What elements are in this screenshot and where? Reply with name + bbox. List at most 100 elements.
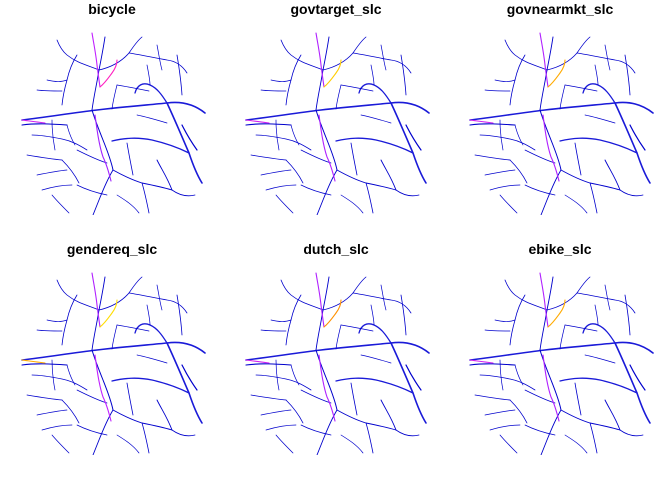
road-segment <box>380 284 387 311</box>
panel-title: dutch_slc <box>303 241 369 257</box>
road-segment <box>559 324 566 350</box>
route-west-arm <box>245 359 270 364</box>
road-segment <box>499 194 518 214</box>
road-segment <box>141 182 150 214</box>
road-segment <box>624 294 631 336</box>
panel-title: gendereq_slc <box>66 241 158 257</box>
route-north-loop <box>323 299 342 328</box>
road-segment <box>340 434 364 454</box>
road-segment <box>469 123 516 126</box>
road-segment <box>400 54 407 96</box>
road-segment <box>36 409 68 416</box>
road-segment <box>576 52 636 74</box>
road-segment <box>126 382 134 416</box>
road-segment <box>624 54 631 96</box>
road-segment <box>360 114 392 124</box>
road-segment <box>484 89 511 92</box>
road-segment <box>91 349 114 411</box>
road-segment <box>524 424 556 436</box>
road-segment <box>300 389 332 404</box>
route-network-map <box>17 25 207 215</box>
road-segment <box>350 382 358 416</box>
road-segment <box>336 409 397 431</box>
road-segment <box>316 169 338 215</box>
road-segment <box>128 52 188 74</box>
road-segment <box>36 329 63 332</box>
road-segment <box>395 189 420 197</box>
road-segment <box>335 137 414 154</box>
road-segment <box>509 399 528 424</box>
road-segment <box>582 83 616 104</box>
road-segment <box>285 399 304 424</box>
road-segment <box>76 424 108 436</box>
route-network-map <box>17 265 207 455</box>
road-segment <box>335 377 414 394</box>
road-segment <box>390 102 427 184</box>
road-segment <box>614 102 651 184</box>
road-segment <box>564 84 598 92</box>
route-south-spine <box>318 354 336 422</box>
road-segment <box>136 114 168 124</box>
road-segment <box>514 124 524 146</box>
route-west-arm <box>469 119 494 124</box>
road-segment <box>322 276 367 311</box>
route-south-spine <box>318 114 336 182</box>
road-segment <box>134 83 168 104</box>
panel-title: govnearmkt_slc <box>506 1 614 17</box>
route-north-spur <box>539 32 549 88</box>
road-segment <box>91 109 114 171</box>
map-panel-dutch: dutch_slc <box>224 240 448 480</box>
road-segment <box>92 169 114 215</box>
road-segment <box>260 409 292 416</box>
road-segment <box>336 169 397 191</box>
road-segment <box>111 377 190 394</box>
road-segment <box>370 304 375 326</box>
road-segment <box>156 159 173 191</box>
road-segment <box>576 292 636 314</box>
road-segment <box>61 399 80 424</box>
road-segment <box>584 354 616 364</box>
road-segment <box>146 64 151 86</box>
road-segment <box>111 324 118 350</box>
road-segment <box>112 169 173 191</box>
road-segment <box>484 409 516 416</box>
route-west-arm <box>245 119 270 124</box>
road-segment <box>156 399 173 431</box>
road-segment <box>46 319 68 322</box>
road-segment <box>499 359 504 391</box>
road-segment <box>156 44 163 71</box>
road-segment <box>171 429 196 437</box>
road-segment <box>300 184 332 196</box>
road-segment <box>509 54 526 106</box>
road-segment <box>285 159 304 184</box>
road-segment <box>380 159 397 191</box>
road-segment <box>245 341 430 361</box>
route-north-loop <box>323 59 342 88</box>
road-segment <box>524 389 556 404</box>
road-segment <box>275 434 294 454</box>
road-segment <box>265 184 297 191</box>
route-network-map <box>241 265 431 455</box>
map-panel-govnearmkt: govnearmkt_slc <box>448 0 672 240</box>
road-segment <box>315 109 338 171</box>
road-segment <box>614 342 651 424</box>
road-segment <box>61 54 78 106</box>
road-segment <box>358 323 392 344</box>
road-segment <box>290 364 300 386</box>
route-south-spine <box>542 114 560 182</box>
road-segment <box>316 409 338 455</box>
road-segment <box>116 194 140 214</box>
road-segment <box>365 422 374 454</box>
road-segment <box>494 319 516 322</box>
road-segment <box>489 424 521 431</box>
road-segment <box>509 159 528 184</box>
road-segment <box>176 54 183 96</box>
road-segment <box>61 294 78 346</box>
route-north-loop <box>547 59 566 88</box>
road-segment <box>280 279 324 311</box>
road-segment <box>479 374 536 391</box>
road-segment <box>380 44 387 71</box>
road-segment <box>290 124 300 146</box>
route-north-spur <box>315 32 325 88</box>
road-segment <box>56 39 100 71</box>
